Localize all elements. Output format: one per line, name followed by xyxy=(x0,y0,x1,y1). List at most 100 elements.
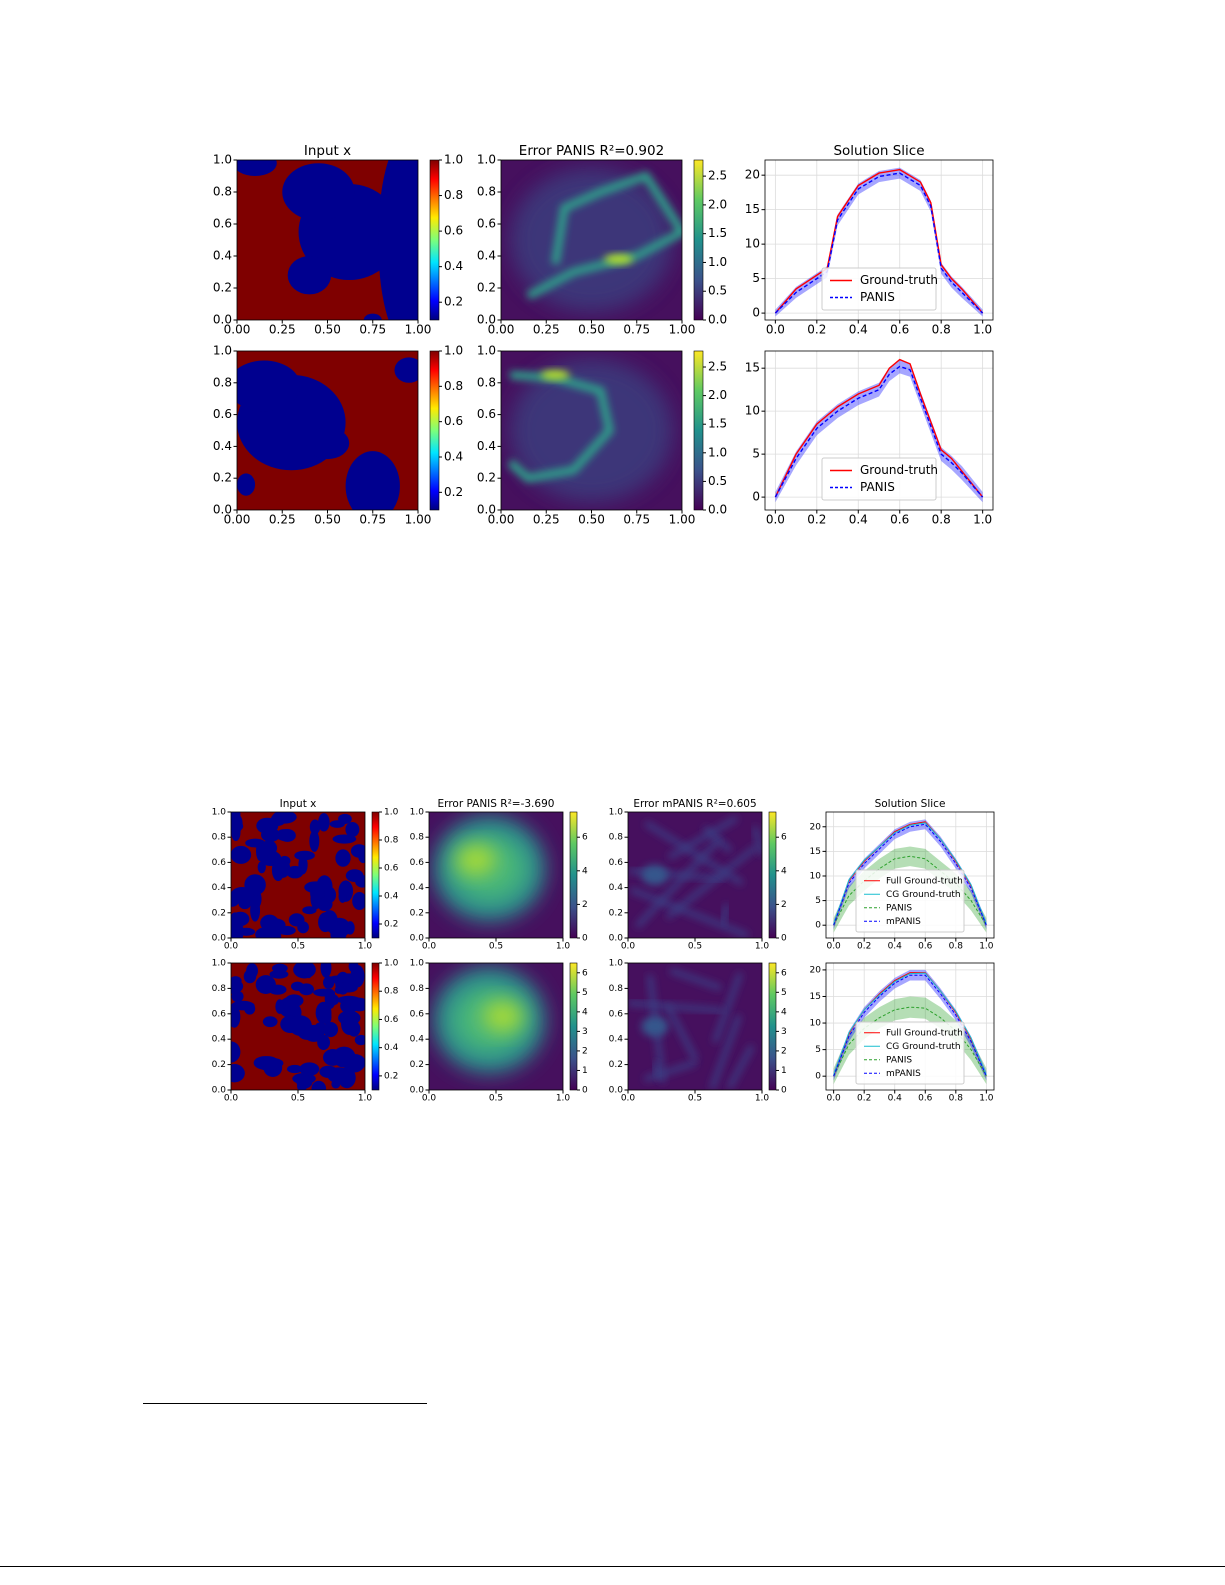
colorbar xyxy=(768,811,777,939)
colorbar-tick-label: 2.5 xyxy=(708,169,727,183)
field-blob xyxy=(282,163,355,221)
field-blob xyxy=(455,844,496,875)
panel-title: Input x xyxy=(304,143,351,159)
field-blob xyxy=(294,850,315,861)
y-tick-label: 0.8 xyxy=(477,185,496,199)
plot-area xyxy=(628,963,762,1090)
panel-title: Solution Slice xyxy=(833,143,924,159)
field-blob xyxy=(231,1041,241,1063)
y-tick-label: 1.0 xyxy=(212,808,227,818)
field-blob xyxy=(394,357,418,383)
x-tick-label: 0.75 xyxy=(359,323,386,337)
colorbar xyxy=(693,159,704,321)
colorbar-tick-label: 2.5 xyxy=(708,360,727,374)
legend-label: Ground-truth xyxy=(860,463,938,477)
colorbar-tick-label: 0.2 xyxy=(384,1071,398,1081)
field-blob xyxy=(339,983,358,993)
field-blob xyxy=(231,1000,255,1011)
y-tick-label: 0.4 xyxy=(212,1035,227,1045)
y-tick-label: 0 xyxy=(815,1072,821,1082)
y-tick-label: 10 xyxy=(745,404,760,418)
x-tick-label: 0.50 xyxy=(314,323,341,337)
colorbar-tick-label: 0.8 xyxy=(384,836,399,846)
colorbar-tick-label: 5 xyxy=(582,988,588,998)
x-tick-label: 1.00 xyxy=(669,323,696,337)
x-tick-label: 1.0 xyxy=(979,1094,994,1104)
field-streak xyxy=(669,968,722,991)
field-blob xyxy=(345,451,400,510)
legend-label: CG Ground-truth xyxy=(886,890,961,900)
y-tick-label: 0.0 xyxy=(609,934,624,944)
legend-box xyxy=(821,457,937,501)
y-tick-label: 10 xyxy=(810,1019,822,1029)
colorbar-tick-label: 0.5 xyxy=(708,474,727,488)
y-tick-label: 0.6 xyxy=(213,217,232,231)
field-blob xyxy=(275,999,285,1014)
y-tick-label: 0.2 xyxy=(212,1060,226,1070)
field-blob xyxy=(311,1080,327,1090)
x-tick-label: 1.0 xyxy=(973,323,992,337)
colorbar-tick-label: 6 xyxy=(582,968,588,978)
panel: 0 1 2 3 4 5 6 0.0 0.5 1.0 0.0 0.2 0.4 0.6 0.8 1.0 xyxy=(609,959,787,1104)
field-blob xyxy=(262,1016,278,1028)
colorbar-tick-label: 4 xyxy=(582,1007,588,1017)
colorbar-tick-label: 2.0 xyxy=(708,388,727,402)
field-blob xyxy=(344,1056,365,1073)
y-tick-label: 10 xyxy=(810,871,822,881)
panel: 0.2 0.4 0.6 0.8 1.0 0.00 0.25 0.50 0.75 1.00 0.0 0.… xyxy=(213,143,463,337)
y-tick-label: 0.8 xyxy=(609,984,624,994)
colorbar-tick-label: 0.0 xyxy=(708,313,727,327)
field-blob xyxy=(641,1016,669,1037)
field-blob xyxy=(378,160,418,320)
colorbar-tick-label: 4 xyxy=(781,1007,787,1017)
colorbar-tick-label: 1.0 xyxy=(444,153,463,167)
field-blob xyxy=(256,817,279,834)
y-tick-label: 0.8 xyxy=(213,185,232,199)
y-tick-label: 15 xyxy=(810,847,821,857)
y-tick-label: 0.6 xyxy=(212,1009,227,1019)
panel: 0 2 4 6 0.0 0.5 1.0 0.0 0.2 0.4 0.6 0.8 1.0 Error PAN… xyxy=(410,798,588,952)
y-tick-label: 1.0 xyxy=(410,959,425,969)
x-tick-label: 0.00 xyxy=(488,513,515,527)
field-streak xyxy=(709,1014,742,1090)
series-line xyxy=(774,365,984,498)
y-tick-label: 0.0 xyxy=(213,313,232,327)
colorbar-tick-label: 0 xyxy=(582,934,588,944)
y-tick-label: 1.0 xyxy=(212,959,227,969)
plot-area xyxy=(429,812,563,938)
y-tick-label: 0 xyxy=(752,490,760,504)
field-streak xyxy=(652,1061,662,1078)
field-blob xyxy=(334,985,344,994)
y-tick-label: 0.4 xyxy=(477,249,496,263)
x-tick-label: 0.25 xyxy=(533,513,560,527)
colorbar-tick-label: 1.0 xyxy=(444,344,463,358)
colorbar-tick-label: 1.5 xyxy=(708,417,727,431)
x-tick-label: 0.0 xyxy=(224,1094,239,1104)
field-blob xyxy=(338,890,347,903)
plot-area xyxy=(231,963,365,1090)
y-tick-label: 0.6 xyxy=(213,407,232,421)
plot-frame xyxy=(764,159,994,321)
field-blob xyxy=(231,1064,245,1083)
x-tick-label: 0.75 xyxy=(623,323,650,337)
plot-frame xyxy=(825,811,995,939)
field-streak xyxy=(665,1004,699,1062)
field-blob xyxy=(284,994,304,1007)
legend-box xyxy=(855,869,965,933)
colorbar-tick-label: 6 xyxy=(781,968,787,978)
colorbar-tick-label: 0.6 xyxy=(384,864,399,874)
panel: 0.2 0.4 0.6 0.8 1.0 0.0 0.5 1.0 0.0 0.2 0.4 0.6 0.8 1… xyxy=(212,959,399,1104)
legend-box xyxy=(855,1021,965,1085)
x-tick-label: 0.4 xyxy=(849,323,868,337)
field-blob xyxy=(322,1009,332,1025)
y-tick-label: 1.0 xyxy=(477,344,496,358)
y-tick-label: 5 xyxy=(815,896,821,906)
colorbar-tick-label: 0.4 xyxy=(384,1043,399,1053)
colorbar-tick-label: 0.4 xyxy=(444,450,463,464)
colorbar-tick-label: 1.0 xyxy=(708,445,727,459)
plot-frame xyxy=(764,350,994,511)
colorbar-tick-label: 0 xyxy=(781,1086,787,1096)
field-blob xyxy=(286,1064,303,1074)
field-blob xyxy=(297,921,309,934)
field-blob xyxy=(299,1062,320,1076)
